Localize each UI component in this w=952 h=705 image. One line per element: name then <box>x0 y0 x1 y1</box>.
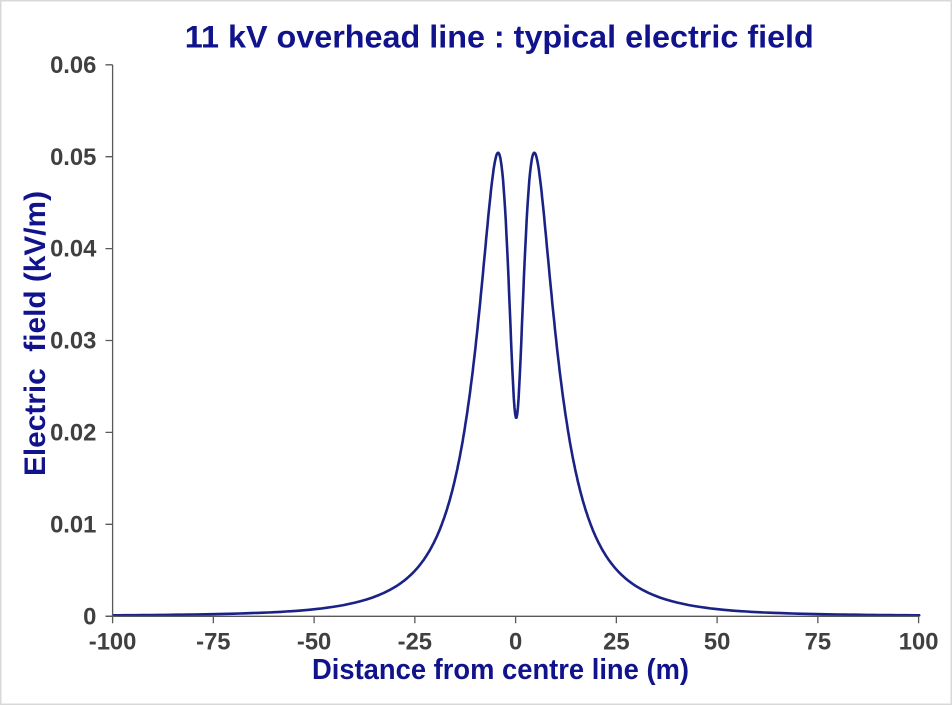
svg-text:0: 0 <box>509 629 522 656</box>
svg-text:Electric field (kV/m): Electric field (kV/m) <box>19 191 52 476</box>
svg-text:-25: -25 <box>398 629 432 656</box>
svg-text:-50: -50 <box>297 629 331 656</box>
svg-text:0.05: 0.05 <box>50 144 96 171</box>
svg-text:0.02: 0.02 <box>50 420 96 447</box>
svg-text:75: 75 <box>805 629 831 656</box>
svg-text:0: 0 <box>83 603 96 630</box>
svg-text:0.06: 0.06 <box>50 52 96 79</box>
svg-text:11 kV overhead line : typical: 11 kV overhead line : typical electric f… <box>185 20 814 55</box>
svg-text:100: 100 <box>899 629 939 656</box>
svg-text:-75: -75 <box>196 629 230 656</box>
svg-text:-100: -100 <box>89 629 137 656</box>
svg-text:Distance from centre line (m): Distance from centre line (m) <box>312 653 689 685</box>
svg-text:0.01: 0.01 <box>50 511 96 538</box>
svg-text:0.04: 0.04 <box>50 236 97 263</box>
svg-text:25: 25 <box>603 629 629 656</box>
svg-text:0.03: 0.03 <box>50 328 96 355</box>
svg-text:50: 50 <box>704 629 730 656</box>
